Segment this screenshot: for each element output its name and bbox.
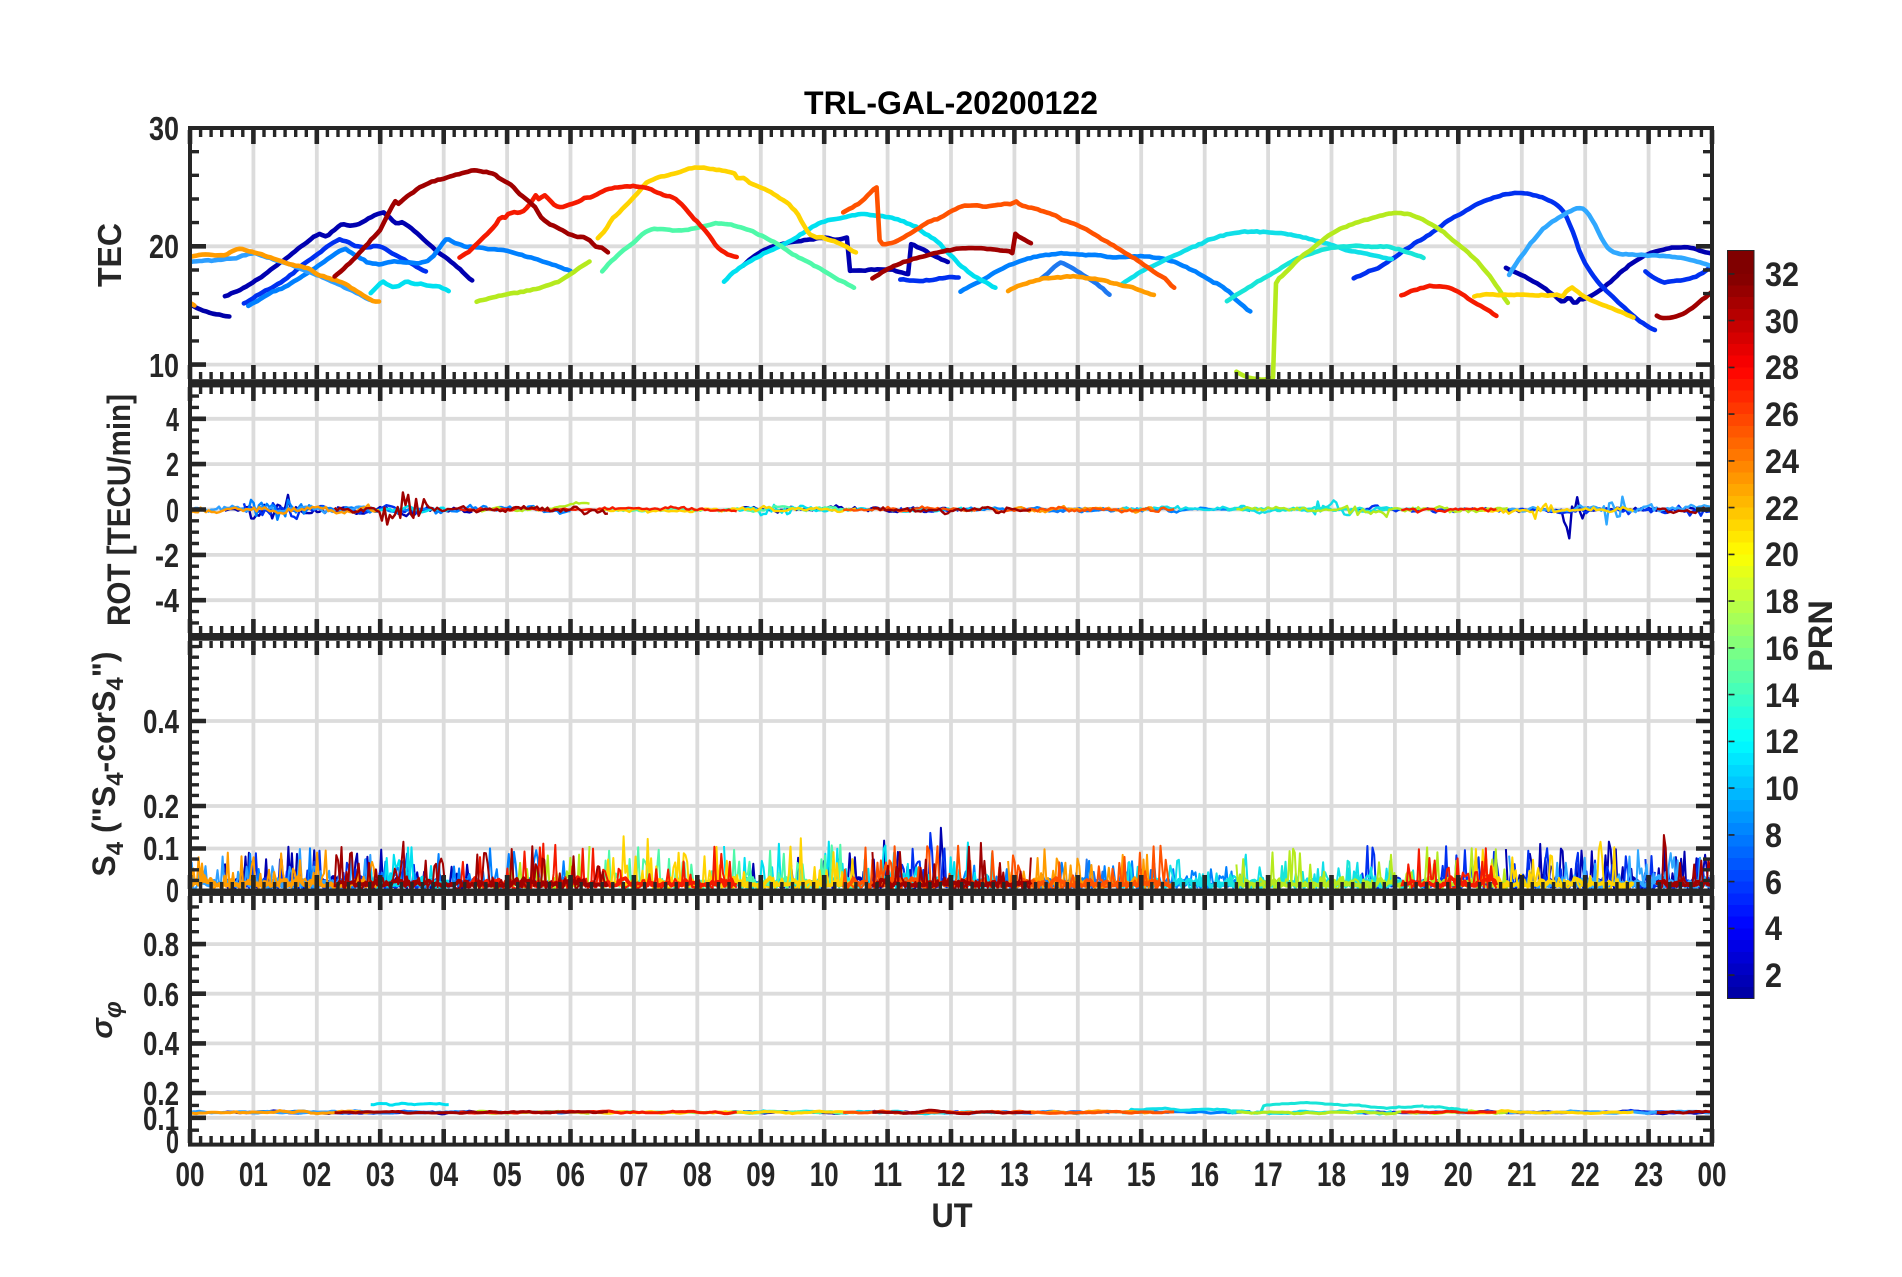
svg-text:0: 0 [166, 492, 179, 529]
svg-text:06: 06 [556, 1156, 585, 1194]
svg-text:UT: UT [932, 1197, 973, 1235]
svg-text:01: 01 [239, 1156, 268, 1194]
svg-text:2: 2 [166, 446, 179, 483]
svg-text:03: 03 [366, 1156, 395, 1194]
svg-text:09: 09 [746, 1156, 775, 1194]
svg-text:22: 22 [1571, 1156, 1600, 1194]
svg-text:13: 13 [1000, 1156, 1029, 1194]
svg-text:17: 17 [1254, 1156, 1283, 1194]
svg-text:16: 16 [1765, 630, 1799, 668]
svg-text:PRN: PRN [1802, 600, 1840, 672]
svg-text:02: 02 [302, 1156, 331, 1194]
svg-text:0.1: 0.1 [143, 1100, 179, 1137]
svg-text:8: 8 [1765, 817, 1782, 855]
svg-text:10: 10 [810, 1156, 839, 1194]
svg-text:19: 19 [1380, 1156, 1409, 1194]
svg-text:0.2: 0.2 [143, 788, 179, 825]
svg-text:24: 24 [1765, 443, 1799, 481]
svg-text:15: 15 [1127, 1156, 1156, 1194]
svg-text:05: 05 [493, 1156, 522, 1194]
svg-text:00: 00 [1698, 1156, 1727, 1194]
svg-text:26: 26 [1765, 396, 1799, 434]
svg-text:00: 00 [176, 1156, 205, 1194]
svg-text:12: 12 [937, 1156, 966, 1194]
svg-text:0.1: 0.1 [143, 830, 179, 867]
svg-text:20: 20 [149, 228, 179, 265]
svg-text:10: 10 [149, 347, 179, 384]
svg-text:30: 30 [1765, 303, 1799, 341]
svg-text:0: 0 [166, 872, 179, 909]
svg-text:ROT [TECU/min]: ROT [TECU/min] [101, 394, 137, 626]
svg-text:30: 30 [149, 110, 179, 147]
svg-text:0.2: 0.2 [143, 1075, 179, 1112]
svg-text:23: 23 [1634, 1156, 1663, 1194]
svg-text:0: 0 [166, 1123, 179, 1160]
svg-text:4: 4 [1765, 910, 1782, 948]
svg-text:11: 11 [873, 1156, 902, 1194]
svg-text:32: 32 [1765, 256, 1799, 294]
svg-text:22: 22 [1765, 490, 1799, 528]
svg-text:6: 6 [1765, 864, 1782, 902]
svg-text:08: 08 [683, 1156, 712, 1194]
svg-text:14: 14 [1765, 677, 1799, 715]
svg-text:12: 12 [1765, 723, 1799, 761]
svg-text:0.8: 0.8 [143, 926, 179, 963]
svg-text:0.4: 0.4 [143, 1025, 180, 1062]
svg-text:0.4: 0.4 [143, 703, 180, 740]
svg-text:10: 10 [1765, 770, 1799, 808]
svg-text:TRL-GAL-20200122: TRL-GAL-20200122 [804, 85, 1098, 121]
svg-text:20: 20 [1444, 1156, 1473, 1194]
svg-text:18: 18 [1765, 583, 1799, 621]
svg-text:14: 14 [1063, 1156, 1092, 1194]
svg-text:04: 04 [429, 1156, 458, 1194]
svg-text:20: 20 [1765, 536, 1799, 574]
svg-text:-2: -2 [155, 537, 179, 574]
svg-text:18: 18 [1317, 1156, 1346, 1194]
svg-text:28: 28 [1765, 349, 1799, 387]
svg-text:0.6: 0.6 [143, 976, 179, 1013]
svg-text:16: 16 [1190, 1156, 1219, 1194]
svg-text:21: 21 [1507, 1156, 1536, 1194]
svg-text:TEC: TEC [91, 223, 128, 287]
svg-text:4: 4 [166, 401, 179, 438]
svg-text:-4: -4 [155, 582, 180, 619]
svg-text:2: 2 [1765, 957, 1782, 995]
svg-text:07: 07 [619, 1156, 648, 1194]
